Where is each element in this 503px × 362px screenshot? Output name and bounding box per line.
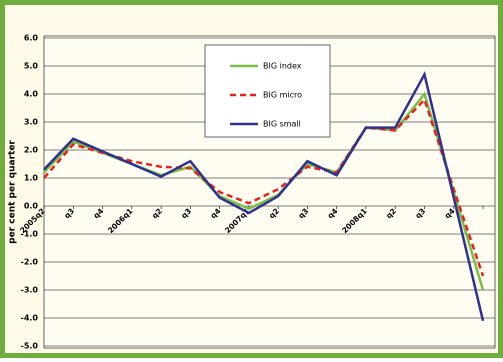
series-line — [43, 70, 485, 322]
y-tick-label: -1.0 — [21, 230, 39, 239]
y-tick-label: 1.0 — [24, 174, 39, 183]
y-tick-label: -5.0 — [21, 342, 39, 351]
y-tick-label: 4.0 — [24, 90, 39, 99]
y-tick-label: 2.0 — [24, 146, 39, 155]
legend-label: BIG index — [263, 62, 302, 71]
legend-label: BIG small — [263, 120, 301, 129]
y-tick-label: 5.0 — [24, 62, 39, 71]
y-tick-label: -2.0 — [21, 258, 39, 267]
y-tick-label: 6.0 — [24, 34, 39, 43]
y-tick-label: 3.0 — [24, 118, 39, 127]
legend — [204, 44, 331, 138]
y-tick-label: -4.0 — [21, 314, 39, 323]
y-tick-label: 0.0 — [24, 202, 39, 211]
legend-label: BIG micro — [263, 91, 302, 100]
y-axis-label: per cent per quarter — [8, 140, 18, 244]
y-tick-label: -3.0 — [21, 286, 39, 295]
